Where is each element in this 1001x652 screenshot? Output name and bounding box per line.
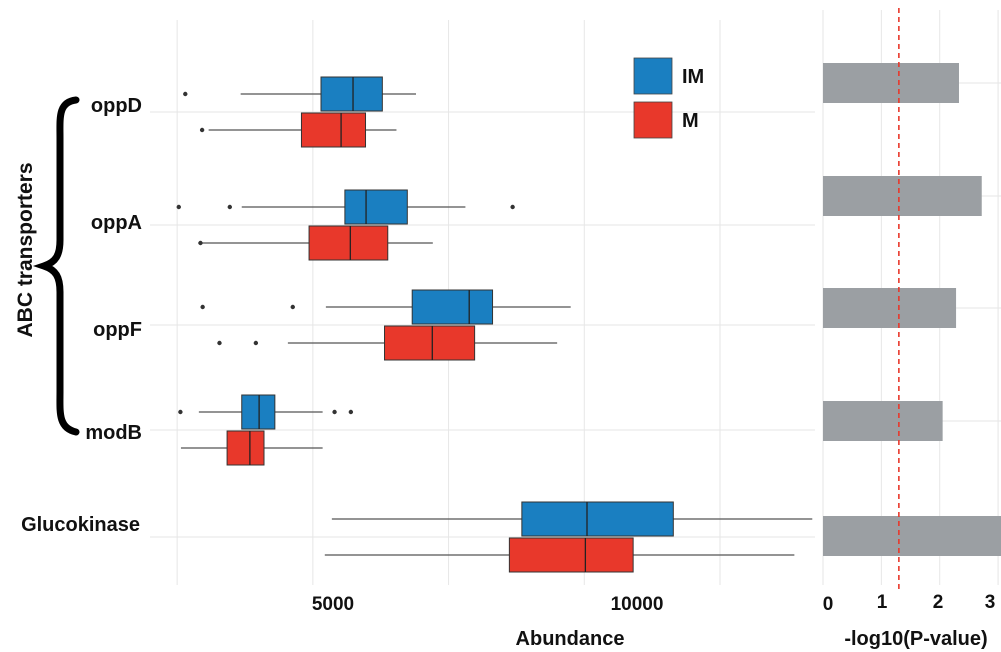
gene-label-modB: modB — [85, 422, 142, 444]
pval-bar-modb — [823, 401, 943, 441]
outlier-point — [290, 304, 295, 310]
boxplot-m-oppf — [217, 325, 558, 361]
box-iqr — [226, 430, 265, 466]
boxplot-m-oppa — [198, 225, 433, 261]
outlier-point — [198, 240, 203, 246]
outlier-point — [199, 127, 205, 133]
x-axis-title: Abundance — [516, 628, 625, 650]
boxplot-m-modb — [180, 430, 323, 466]
legend-swatch-m — [633, 101, 673, 139]
box-iqr — [300, 112, 367, 148]
outlier-point — [217, 340, 222, 346]
gene-label-oppA: oppA — [91, 212, 142, 234]
legend-label-im: IM — [682, 66, 704, 88]
outlier-point — [200, 304, 205, 310]
pval-tick-label-2: 2 — [933, 592, 944, 613]
outlier-point — [253, 340, 259, 346]
pval-bar-oppf — [823, 288, 957, 328]
boxplots — [176, 76, 813, 573]
pval-tick-label-0: 0 — [823, 594, 834, 615]
box-iqr — [320, 76, 383, 112]
x-tick-label-5000: 5000 — [312, 594, 354, 615]
boxplot-im-oppa — [176, 189, 515, 225]
box-iqr — [508, 537, 634, 573]
gene-label-oppD: oppD — [91, 95, 142, 117]
pval-tick-label-1: 1 — [877, 592, 888, 613]
outlier-point — [227, 204, 232, 210]
outlier-point — [176, 204, 181, 210]
outlier-point — [332, 409, 337, 415]
boxplot-im-oppf — [200, 289, 571, 325]
pvalue-bars — [823, 8, 1001, 590]
gene-label-oppF: oppF — [93, 319, 142, 341]
outlier-point — [183, 91, 188, 97]
outlier-point — [178, 409, 183, 415]
x-tick-label-10000: 10000 — [611, 594, 664, 615]
gene-label-glucokinase: Glucokinase — [21, 514, 140, 536]
box-iqr — [308, 225, 389, 261]
group-brace — [32, 96, 80, 436]
box-iqr — [241, 394, 276, 430]
legend-label-m: M — [682, 110, 699, 132]
pval-bar-oppd — [823, 63, 959, 103]
boxplot-im-modb — [178, 394, 354, 430]
boxplot-m-glucokinase — [324, 537, 795, 573]
pval-tick-label-3: 3 — [985, 592, 996, 613]
boxplot-im-oppd — [183, 76, 416, 112]
group-label: ABC transporters — [14, 162, 37, 337]
box-iqr — [411, 289, 494, 325]
box-iqr — [521, 501, 674, 537]
pval-axis-title: -log10(P-value) — [844, 628, 987, 650]
outlier-point — [510, 204, 515, 210]
boxplot-im-glucokinase — [331, 501, 813, 537]
legend-swatch-im — [633, 57, 673, 95]
outlier-point — [348, 409, 354, 415]
box-iqr — [384, 325, 476, 361]
box-iqr — [344, 189, 408, 225]
boxplot-m-oppd — [199, 112, 397, 148]
pval-bar-glucokinase — [823, 516, 1001, 556]
pval-bar-oppa — [823, 176, 982, 216]
